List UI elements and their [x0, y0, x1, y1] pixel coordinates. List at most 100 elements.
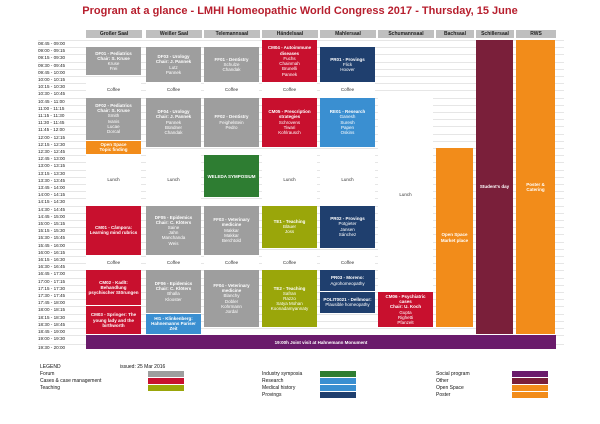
session-block: HI1 - Klinkenberg: Hahnemanns Pariser Ze… — [146, 313, 201, 335]
time-slot: 11:15 - 11:30 — [38, 113, 65, 118]
time-slot: 17:15 - 17:30 — [38, 285, 66, 291]
room-header: Händelsaal — [262, 30, 318, 38]
legend-swatch — [320, 385, 356, 391]
session-body: Lunch — [107, 177, 120, 183]
session-block: CM06 - Psychiatric cases Chair: U. Koch G… — [378, 292, 433, 327]
session-title: FF02 - Dentistry — [214, 114, 249, 120]
session-title: FF01 - Dentistry — [214, 56, 249, 62]
legend-swatch — [148, 385, 184, 391]
session-title: CM02 - Kadlt: Behandlung psychischer Stö… — [88, 280, 139, 296]
time-slot: 12:00 - 12:15 — [38, 134, 66, 140]
session-body: Bhalla Klooster — [165, 291, 182, 302]
session-block: Coffee — [86, 83, 141, 97]
time-slot: 09:30 - 09:45 — [38, 62, 66, 68]
session-block: FF03 - Veterinary medicine Makkar Makkar … — [204, 205, 259, 255]
session-block: Coffee — [86, 256, 141, 270]
session-block: Coffee — [146, 83, 201, 97]
room-header: RWS — [516, 30, 556, 38]
legend-swatch — [320, 392, 356, 398]
time-slot: 15:30 - 15:45 — [38, 235, 66, 241]
time-slot: 10:30 - 10:45 — [38, 91, 66, 97]
time-slot: 19:30 - 20:00 — [38, 345, 66, 351]
room-header: Schillersaal — [476, 30, 514, 38]
session-block: POLIT0021 - Dellmour: Plausible homeopath… — [320, 292, 375, 313]
session-title: FF03 - Veterinary medicine — [213, 217, 250, 228]
legend-swatch — [148, 378, 184, 384]
session-block: Student's day — [476, 40, 513, 335]
legend-label: Other — [436, 378, 449, 384]
session-body: Coffee — [224, 260, 239, 266]
legend-label: Provings — [262, 392, 282, 398]
session-body: Saine Jahn Manchanda Weis — [161, 225, 186, 246]
room-header: Bachsaal — [436, 30, 474, 38]
session-block: FF01 - Dentistry Schulze Chandak — [204, 47, 259, 83]
session-body: Lunch — [167, 177, 180, 183]
legend-heading: LEGEND — [40, 364, 61, 370]
room-header: Telemannsaal — [204, 30, 260, 38]
session-block: Lunch — [378, 97, 433, 291]
legend-label: Cases & case management — [40, 378, 102, 384]
time-slot: 16:15 - 16:30 — [38, 257, 66, 262]
legend-swatch — [320, 371, 356, 377]
session-block: TE1 - Teaching Bläuer Joss — [262, 205, 317, 248]
session-title: Open Space Topic finding — [99, 142, 128, 153]
session-title: TE1 - Teaching — [273, 218, 306, 224]
session-title: POLIT0021 - Dellmour: — [323, 297, 372, 303]
session-block: WELEDA SYMPOSIUM — [204, 155, 259, 198]
session-title: DF06 - Epidemics Chair: C. Klöters — [154, 281, 193, 292]
session-body: Coffee — [282, 87, 297, 93]
session-title: DF03 - Urology Chair: J. Pannek — [155, 54, 192, 65]
time-slot: 12:45 - 13:00 — [38, 156, 66, 162]
session-title: PR03 - Moreno: — [330, 275, 364, 281]
session-body: Blanchy Dobler Kohrmann Jordal — [221, 293, 242, 315]
session-body: Makkar Makkar Berchtold — [221, 227, 241, 244]
time-slot: 18:45 - 19:00 — [38, 329, 66, 334]
session-block: DF03 - Urology Chair: J. Pannek Lutz Pann… — [146, 47, 201, 83]
time-slot: 18:00 - 18:15 — [38, 307, 66, 313]
time-slot: 13:45 - 14:00 — [38, 185, 66, 190]
room-header: Mahlersaal — [320, 30, 376, 38]
time-slot: 14:30 - 14:45 — [38, 206, 66, 212]
session-block: RE01 - Research Ganesh Suresh Papen Oskin… — [320, 97, 375, 147]
session-title: CM01 - Câmpora: Learning mind rubrics — [89, 225, 138, 236]
time-slot: 12:15 - 12:30 — [38, 141, 66, 147]
time-slot: 14:15 - 14:30 — [38, 199, 66, 205]
time-slot: 09:45 - 10:00 — [38, 69, 66, 75]
session-title: TE2 - Teaching — [273, 285, 306, 291]
session-body: Coffee — [106, 87, 121, 93]
legend-label: Poster — [436, 392, 451, 398]
page-title: Program at a glance - LMHI Homeopathic W… — [82, 5, 518, 17]
session-block: Coffee — [320, 256, 375, 270]
session-body: Coffee — [282, 260, 297, 266]
time-slot: 10:45 - 11:00 — [38, 98, 65, 104]
session-block: CM01 - Câmpora: Learning mind rubrics — [86, 205, 141, 255]
session-body: Schulze Chandak — [222, 62, 241, 73]
session-title: FF04 - Veterinary medicine — [213, 283, 250, 294]
session-block: Lunch — [86, 155, 141, 205]
time-slot: 10:15 - 10:30 — [38, 84, 66, 90]
session-block: Coffee — [320, 83, 375, 97]
time-slot: 18:30 - 18:45 — [38, 321, 66, 327]
session-block: FF02 - Dentistry Feighelstein Pedro — [204, 97, 259, 147]
time-slot: 15:00 - 15:15 — [38, 221, 66, 226]
session-body: Coffee — [340, 260, 355, 266]
session-body: Fuchs Chainmah Brunelli Pannek — [279, 55, 300, 77]
session-title: Open Space Market place — [440, 232, 469, 243]
session-block: Lunch — [146, 155, 201, 205]
session-body: Agrohomeopathy — [330, 280, 365, 286]
session-title: DF04 - Urology Chair: J. Pannek — [155, 109, 192, 120]
session-body: Plausible homeopathy — [325, 302, 370, 308]
time-slot: 16:30 - 16:45 — [38, 264, 66, 270]
time-slot: 19:00 - 19:30 — [38, 336, 66, 342]
legend-swatch — [512, 378, 548, 384]
time-slot: 17:00 - 17:15 — [38, 278, 66, 284]
session-block: Coffee — [262, 83, 317, 97]
time-slot: 10:00 - 10:15 — [38, 77, 66, 82]
session-block: CM04 - Autoimmune diseases Fuchs Chainmah… — [262, 40, 317, 83]
session-body: Lunch — [341, 177, 354, 183]
time-slot: 15:45 - 16:00 — [38, 242, 66, 248]
session-block: 19:00h Joint visit at Hahnemann Monument — [86, 335, 556, 350]
session-body: Coffee — [224, 87, 239, 93]
session-title: Student's day — [479, 184, 510, 190]
session-body: Coffee — [106, 260, 121, 266]
